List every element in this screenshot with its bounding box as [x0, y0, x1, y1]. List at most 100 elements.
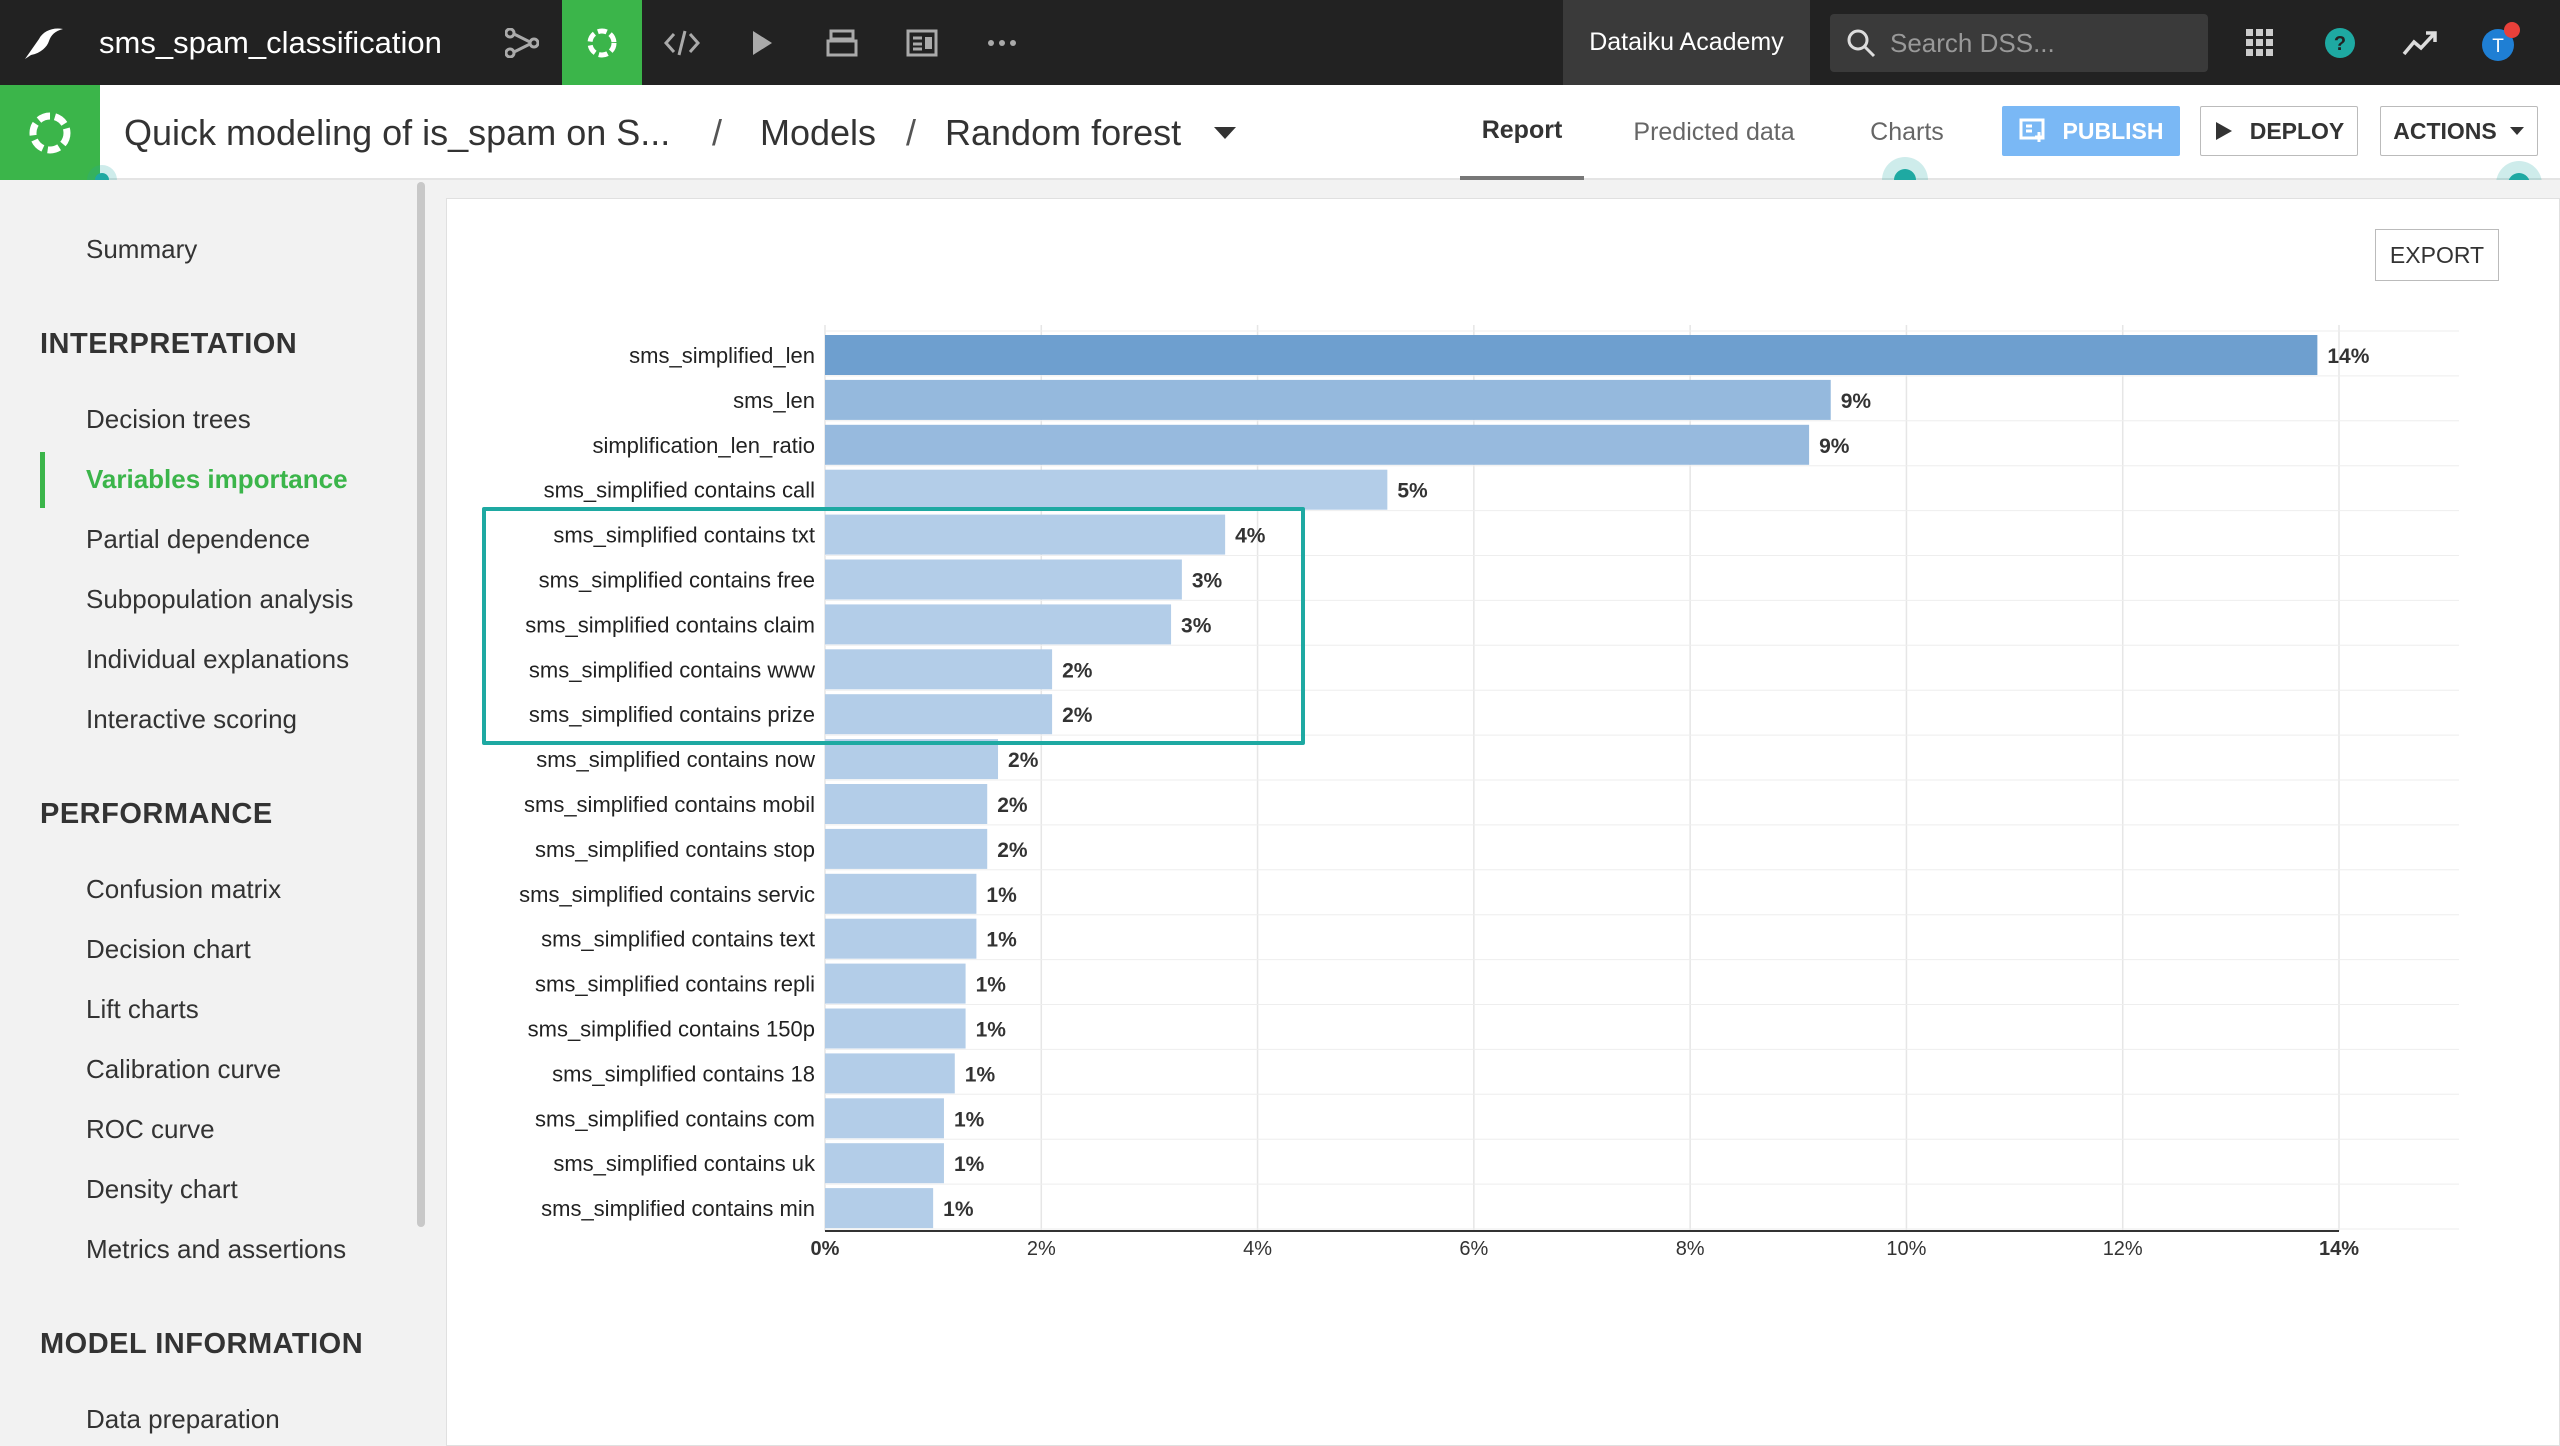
category-label: sms_simplified contains servic — [519, 882, 815, 907]
chevron-down-icon — [2509, 127, 2524, 135]
category-label: sms_simplified contains 150p — [528, 1017, 815, 1042]
bar — [825, 604, 1172, 645]
category-label: sms_simplified contains call — [544, 478, 815, 503]
tab-predicted-data[interactable]: Predicted data — [1633, 118, 1795, 146]
sidebar-item-roc-curve[interactable]: ROC curve — [86, 1114, 215, 1144]
x-tick-label: 2% — [1027, 1238, 1056, 1260]
run-icon[interactable] — [722, 0, 802, 85]
section-interpretation: INTERPRETATION — [40, 328, 298, 360]
tab-charts[interactable]: Charts — [1870, 118, 1944, 146]
main-content: EXPORT sms_simplified_len 14% sms_len 9% sim… — [430, 180, 2560, 1446]
academy-button[interactable]: Dataiku Academy — [1563, 0, 1810, 85]
sidebar-item-calibration-curve[interactable]: Calibration curve — [86, 1054, 282, 1084]
deploy-button[interactable]: DEPLOY — [2200, 106, 2358, 156]
category-label: sms_simplified contains repli — [535, 972, 815, 997]
dashboard-icon[interactable] — [802, 0, 882, 85]
x-tick-label: 12% — [2103, 1238, 2143, 1260]
actions-button[interactable]: ACTIONS — [2380, 106, 2538, 156]
category-label: sms_simplified contains mobil — [524, 792, 815, 817]
category-label: sms_simplified contains min — [541, 1196, 815, 1221]
sidebar-item-decision-trees[interactable]: Decision trees — [86, 404, 251, 434]
x-tick-label: 0% — [811, 1238, 840, 1260]
value-label: 1% — [986, 884, 1017, 907]
value-label: 2% — [997, 794, 1028, 817]
code-icon[interactable] — [642, 0, 722, 85]
model-name[interactable]: Random forest — [945, 111, 1182, 153]
x-tick-label: 6% — [1459, 1238, 1488, 1260]
bar — [825, 379, 1831, 420]
tab-report[interactable]: Report — [1460, 85, 1584, 180]
bar — [825, 1053, 955, 1094]
bar — [825, 469, 1388, 510]
project-name[interactable]: sms_spam_classification — [99, 24, 442, 60]
sidebar-item-summary[interactable]: Summary — [86, 234, 198, 264]
bar — [825, 873, 977, 914]
sidebar-item-interactive-scoring[interactable]: Interactive scoring — [86, 704, 297, 734]
category-label: sms_simplified contains uk — [553, 1151, 816, 1176]
value-label: 2% — [1062, 659, 1093, 682]
breadcrumb-models[interactable]: Models — [760, 111, 877, 153]
active-indicator — [40, 452, 45, 508]
category-label: sms_simplified contains text — [541, 927, 815, 952]
analysis-title[interactable]: Quick modeling of is_spam on S... — [124, 111, 671, 153]
section-model-information: MODEL INFORMATION — [40, 1328, 364, 1360]
sidebar-item-data-preparation[interactable]: Data preparation — [86, 1404, 280, 1434]
help-icon[interactable]: ? — [2310, 0, 2370, 85]
export-button[interactable]: EXPORT — [2375, 229, 2499, 281]
bar — [825, 784, 988, 824]
sidebar-item-subpopulation-analysis[interactable]: Subpopulation analysis — [86, 584, 354, 614]
sidebar-scrollbar[interactable] — [417, 182, 425, 1227]
bar — [825, 335, 2318, 375]
value-label: 3% — [1192, 570, 1223, 593]
user-avatar[interactable]: T — [2470, 0, 2530, 85]
sidebar-item-confusion-matrix[interactable]: Confusion matrix — [86, 874, 282, 904]
search-input[interactable] — [1890, 27, 2190, 59]
lab-analysis-icon[interactable] — [0, 85, 100, 180]
category-label: sms_simplified contains prize — [529, 702, 815, 727]
activity-trend-icon[interactable] — [2390, 0, 2450, 85]
value-label: 1% — [943, 1198, 974, 1221]
actions-label: ACTIONS — [2393, 117, 2497, 144]
svg-text:T: T — [2492, 36, 2504, 57]
dataiku-logo-icon[interactable] — [0, 0, 85, 85]
report-sidebar: Summary INTERPRETATION Decision trees Va… — [0, 180, 430, 1446]
category-label: sms_simplified contains www — [529, 657, 815, 682]
apps-grid-icon[interactable] — [2230, 0, 2290, 85]
bar — [825, 514, 1226, 555]
wiki-icon[interactable] — [882, 0, 962, 85]
sidebar-item-density-chart[interactable]: Density chart — [86, 1174, 238, 1204]
sidebar-item-decision-chart[interactable]: Decision chart — [86, 934, 251, 964]
x-tick-label: 8% — [1676, 1238, 1705, 1260]
value-label: 1% — [954, 1108, 985, 1131]
sidebar-item-individual-explanations[interactable]: Individual explanations — [86, 644, 350, 674]
more-icon[interactable] — [962, 0, 1042, 85]
category-label: sms_simplified contains now — [536, 747, 815, 772]
search-box[interactable] — [1830, 14, 2208, 72]
value-label: 2% — [1062, 704, 1093, 727]
bar — [825, 739, 999, 780]
bar — [825, 1143, 944, 1184]
flow-icon[interactable] — [482, 0, 562, 85]
section-performance: PERFORMANCE — [40, 798, 273, 830]
variables-importance-chart: sms_simplified_len 14% sms_len 9% simplifica… — [519, 325, 2459, 1260]
x-tick-label: 14% — [2319, 1238, 2359, 1260]
lab-icon[interactable] — [561, 0, 642, 85]
value-label: 4% — [1235, 525, 1266, 548]
bar — [825, 1098, 944, 1139]
model-dropdown-icon[interactable] — [1212, 85, 1238, 180]
bar — [825, 649, 1053, 690]
bar — [825, 559, 1182, 600]
publish-button[interactable]: PUBLISH — [2002, 106, 2180, 156]
category-label: sms_simplified contains stop — [535, 837, 815, 862]
category-label: sms_simplified contains claim — [525, 612, 815, 637]
publish-label: PUBLISH — [2062, 117, 2164, 144]
sidebar-item-lift-charts[interactable]: Lift charts — [86, 994, 199, 1024]
sidebar-item-variables-importance[interactable]: Variables importance — [86, 464, 348, 494]
value-label: 1% — [965, 1063, 996, 1086]
value-label: 1% — [954, 1153, 985, 1176]
analysis-header-bar: Quick modeling of is_spam on S... / Mode… — [0, 85, 2560, 195]
value-label: 2% — [1008, 749, 1039, 772]
bar — [825, 1188, 934, 1229]
sidebar-item-partial-dependence[interactable]: Partial dependence — [86, 524, 311, 554]
sidebar-item-metrics-assertions[interactable]: Metrics and assertions — [86, 1234, 347, 1264]
